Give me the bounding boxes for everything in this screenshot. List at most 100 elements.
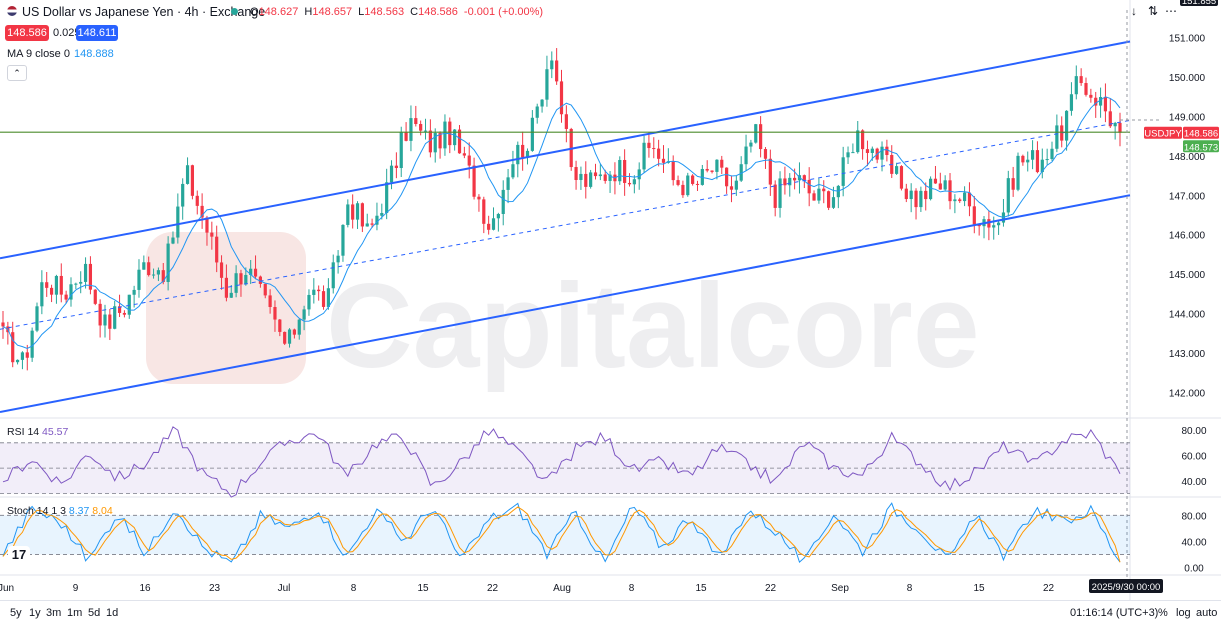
candle-body [1098, 97, 1103, 106]
clock-readout[interactable]: 01:16:14 (UTC+3) [1070, 607, 1159, 619]
auto-scale-button[interactable]: auto [1196, 607, 1218, 619]
range-3m-button[interactable]: 3m [46, 607, 62, 619]
candle-body [676, 180, 680, 185]
candle-body [317, 289, 321, 292]
candle [851, 143, 855, 154]
candle-body [419, 124, 423, 131]
candle [219, 255, 224, 290]
candle-body [195, 195, 199, 206]
candle [836, 184, 840, 209]
stoch-band [0, 515, 1130, 555]
candle-body [657, 148, 661, 159]
candle [1021, 154, 1025, 166]
price-top-label-text: 151.855 [1182, 0, 1216, 7]
candle-body [909, 190, 913, 200]
log-scale-button[interactable]: log [1176, 607, 1191, 619]
candle-body [827, 191, 831, 208]
osc-tick-label: 80.00 [1181, 511, 1206, 522]
candle [1011, 166, 1015, 197]
candle-body [938, 183, 942, 190]
collapse-legend-icon[interactable]: ⌃ [7, 65, 27, 81]
time-axis[interactable]: Jun 9 16 23 Jul 8 15 22 Aug 8 15 22 Sep 8 15 22 2025/9/3… [0, 579, 1163, 594]
candle [79, 271, 83, 294]
candle-body [482, 199, 486, 224]
open-value: 148.627 [258, 6, 299, 18]
bid-price-tag-bg [1183, 140, 1219, 153]
arrow-down-icon[interactable]: ↓ [1131, 4, 1137, 18]
candle-body [691, 175, 695, 184]
arrows-swap-icon[interactable]: ⇅ [1147, 4, 1159, 18]
range-1y-button[interactable]: 1y [29, 607, 41, 619]
candle-body [1118, 122, 1122, 133]
percent-scale-button[interactable]: % [1158, 607, 1168, 619]
chart-header: US Dollar vs Japanese Yen · 4h · Exchang… [0, 0, 1221, 24]
candle [108, 309, 112, 341]
candle-body [307, 294, 311, 310]
candle-body [1060, 125, 1064, 141]
sell-button[interactable]: 148.586 [5, 25, 49, 41]
osc-tick-label: 80.00 [1181, 426, 1206, 437]
candle-body [1030, 150, 1035, 160]
candle [185, 157, 190, 185]
candle-body [389, 165, 394, 183]
candle [865, 140, 870, 167]
candle [11, 321, 15, 368]
candle [321, 285, 326, 310]
symbol-title[interactable]: US Dollar vs Japanese Yen · 4h · Exchang… [22, 5, 266, 19]
range-5d-button[interactable]: 5d [88, 607, 101, 619]
candle-body [1006, 178, 1010, 213]
candle-body [1103, 97, 1108, 112]
candle [550, 51, 554, 79]
candle [632, 175, 636, 194]
candle-body [933, 178, 938, 184]
time-tick-label: 22 [1043, 583, 1055, 594]
candle-body [1069, 94, 1074, 111]
osc-tick-label: 40.00 [1181, 477, 1206, 488]
candle [278, 319, 282, 337]
range-1m-button[interactable]: 1m [67, 607, 83, 619]
candle [428, 119, 432, 158]
candle [35, 302, 39, 333]
buy-button[interactable]: 148.611 [76, 25, 118, 41]
range-1d-button[interactable]: 1d [106, 607, 119, 619]
candle [623, 149, 627, 196]
price-axis[interactable]: 151.000 150.000 149.000 148.000 147.000 146.0… [1144, 0, 1219, 399]
candle [438, 131, 442, 159]
candle-body [438, 132, 442, 149]
time-tick-label: 22 [487, 583, 499, 594]
candle [885, 139, 889, 162]
candle-body [142, 262, 146, 270]
candle-body [190, 165, 195, 196]
candle [59, 263, 63, 303]
candle [579, 166, 583, 190]
rsi-legend[interactable]: RSI 14 45.57 [7, 426, 68, 438]
candle [423, 118, 428, 140]
candle [443, 114, 447, 156]
stoch-legend[interactable]: Stoch 14 1 3 8.37 8.04 [7, 505, 113, 517]
candle [482, 196, 486, 234]
candle [642, 135, 646, 173]
candle-body [98, 303, 102, 326]
candle-body [428, 130, 432, 153]
channel-lower-line [0, 194, 1131, 414]
ellipsis-icon[interactable]: ⋯ [1165, 4, 1177, 18]
candle-body [423, 130, 428, 132]
time-tick-label: 15 [417, 583, 429, 594]
candle-body [244, 274, 248, 285]
tradingview-logo-icon[interactable]: 17 [8, 546, 30, 564]
time-tick-label: 8 [629, 583, 635, 594]
candle-body [856, 130, 860, 153]
candle-body [1, 322, 5, 327]
candle-body [224, 277, 228, 298]
candle [414, 105, 418, 127]
stoch-pane: 80.00 40.00 0.00 [0, 502, 1207, 574]
candle [205, 215, 209, 246]
candle-body [559, 81, 564, 115]
candle [1030, 140, 1035, 170]
ma-legend[interactable]: MA 9 close 0 148.888 [7, 48, 114, 60]
candle-body [1021, 155, 1025, 163]
candle-body [1026, 159, 1030, 163]
close-label: C [410, 6, 419, 18]
range-5y-button[interactable]: 5y [10, 607, 22, 619]
candle-body [210, 232, 214, 237]
